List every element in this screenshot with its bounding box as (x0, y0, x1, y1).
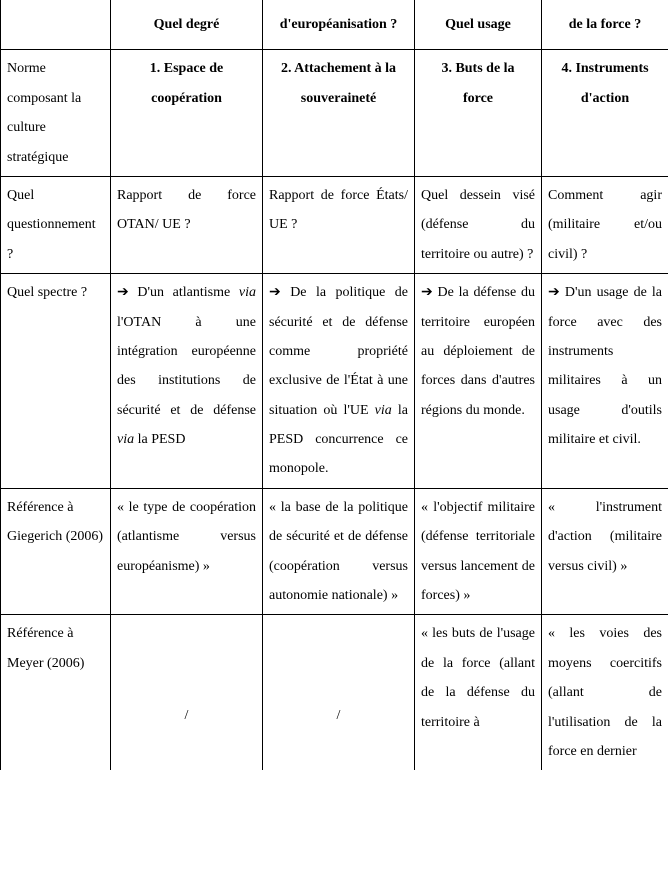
header-degree: Quel degré (111, 0, 263, 50)
cell-meyer-c2: / (263, 615, 415, 770)
cell-line: coopération (117, 84, 256, 113)
row-label-questionnement: Quel questionnement ? (1, 176, 111, 273)
table-row: Norme composant la culture stratégique 1… (1, 50, 668, 177)
row-label-norme: Norme composant la culture stratégique (1, 50, 111, 177)
cell-spectre-c3: ➔ De la défense du territoire européen a… (415, 274, 542, 489)
cell-line: force (421, 84, 535, 113)
table-row: Référence à Giegerich (2006) « le type d… (1, 488, 668, 615)
cell-espace-cooperation: 1. Espace de coopération (111, 50, 263, 177)
cell-gieg-c3: « l'objectif militaire (défense territor… (415, 488, 542, 615)
cell-line: d'action (548, 84, 662, 113)
row-label-giegerich: Référence à Giegerich (2006) (1, 488, 111, 615)
italic-via: via (117, 432, 134, 447)
cell-spectre-c2: ➔ De la politique de sécurité et de défe… (263, 274, 415, 489)
header-european: d'européanisation ? (263, 0, 415, 50)
header-empty (1, 0, 111, 50)
cell-gieg-c2: « la base de la politique de sécurité et… (263, 488, 415, 615)
table-row: Quel questionnement ? Rapport de force O… (1, 176, 668, 273)
cell-quest-c3: Quel dessein visé (défense du territoire… (415, 176, 542, 273)
cell-line: 4. Instruments (548, 54, 662, 83)
cell-meyer-c4: « les voies des moyens coercitifs (allan… (542, 615, 668, 770)
cell-buts-force: 3. Buts de la force (415, 50, 542, 177)
row-label-meyer: Référence à Meyer (2006) (1, 615, 111, 770)
table-row: Référence à Meyer (2006) / / « les buts … (1, 615, 668, 770)
cell-line: souveraineté (269, 84, 408, 113)
cell-meyer-c3: « les buts de l'usage de la force (allan… (415, 615, 542, 770)
cell-instruments-action: 4. Instruments d'action (542, 50, 668, 177)
text-fragment: ➔ De la politique de sécurité et de défe… (269, 285, 408, 418)
cell-quest-c2: Rapport de force États/ UE ? (263, 176, 415, 273)
row-label-spectre: Quel spectre ? (1, 274, 111, 489)
text-fragment: l'OTAN à une intégration européenne des … (117, 315, 256, 418)
cell-meyer-c1: / (111, 615, 263, 770)
cell-spectre-c4: ➔ D'un usage de la force avec des instru… (542, 274, 668, 489)
cell-line: 3. Buts de la (421, 54, 535, 83)
table-row: Quel spectre ? ➔ D'un atlantisme via l'O… (1, 274, 668, 489)
cell-attachement-souverainete: 2. Attachement à la souveraineté (263, 50, 415, 177)
cell-line: 2. Attachement à la (269, 54, 408, 83)
header-force: de la force ? (542, 0, 668, 50)
header-usage: Quel usage (415, 0, 542, 50)
cell-gieg-c4: « l'instrument d'action (militaire versu… (542, 488, 668, 615)
cell-line: 1. Espace de (117, 54, 256, 83)
cell-spectre-c1: ➔ D'un atlantisme via l'OTAN à une intég… (111, 274, 263, 489)
strategic-culture-table: Quel degré d'européanisation ? Quel usag… (0, 0, 668, 770)
italic-via: via (375, 403, 392, 418)
cell-quest-c1: Rapport de force OTAN/ UE ? (111, 176, 263, 273)
cell-quest-c4: Comment agir (militaire et/ou civil) ? (542, 176, 668, 273)
table-header-row: Quel degré d'européanisation ? Quel usag… (1, 0, 668, 50)
text-fragment: ➔ D'un atlantisme (117, 285, 239, 300)
cell-gieg-c1: « le type de coopération (atlantisme ver… (111, 488, 263, 615)
text-fragment: la PESD (134, 432, 185, 447)
italic-via: via (239, 285, 256, 300)
